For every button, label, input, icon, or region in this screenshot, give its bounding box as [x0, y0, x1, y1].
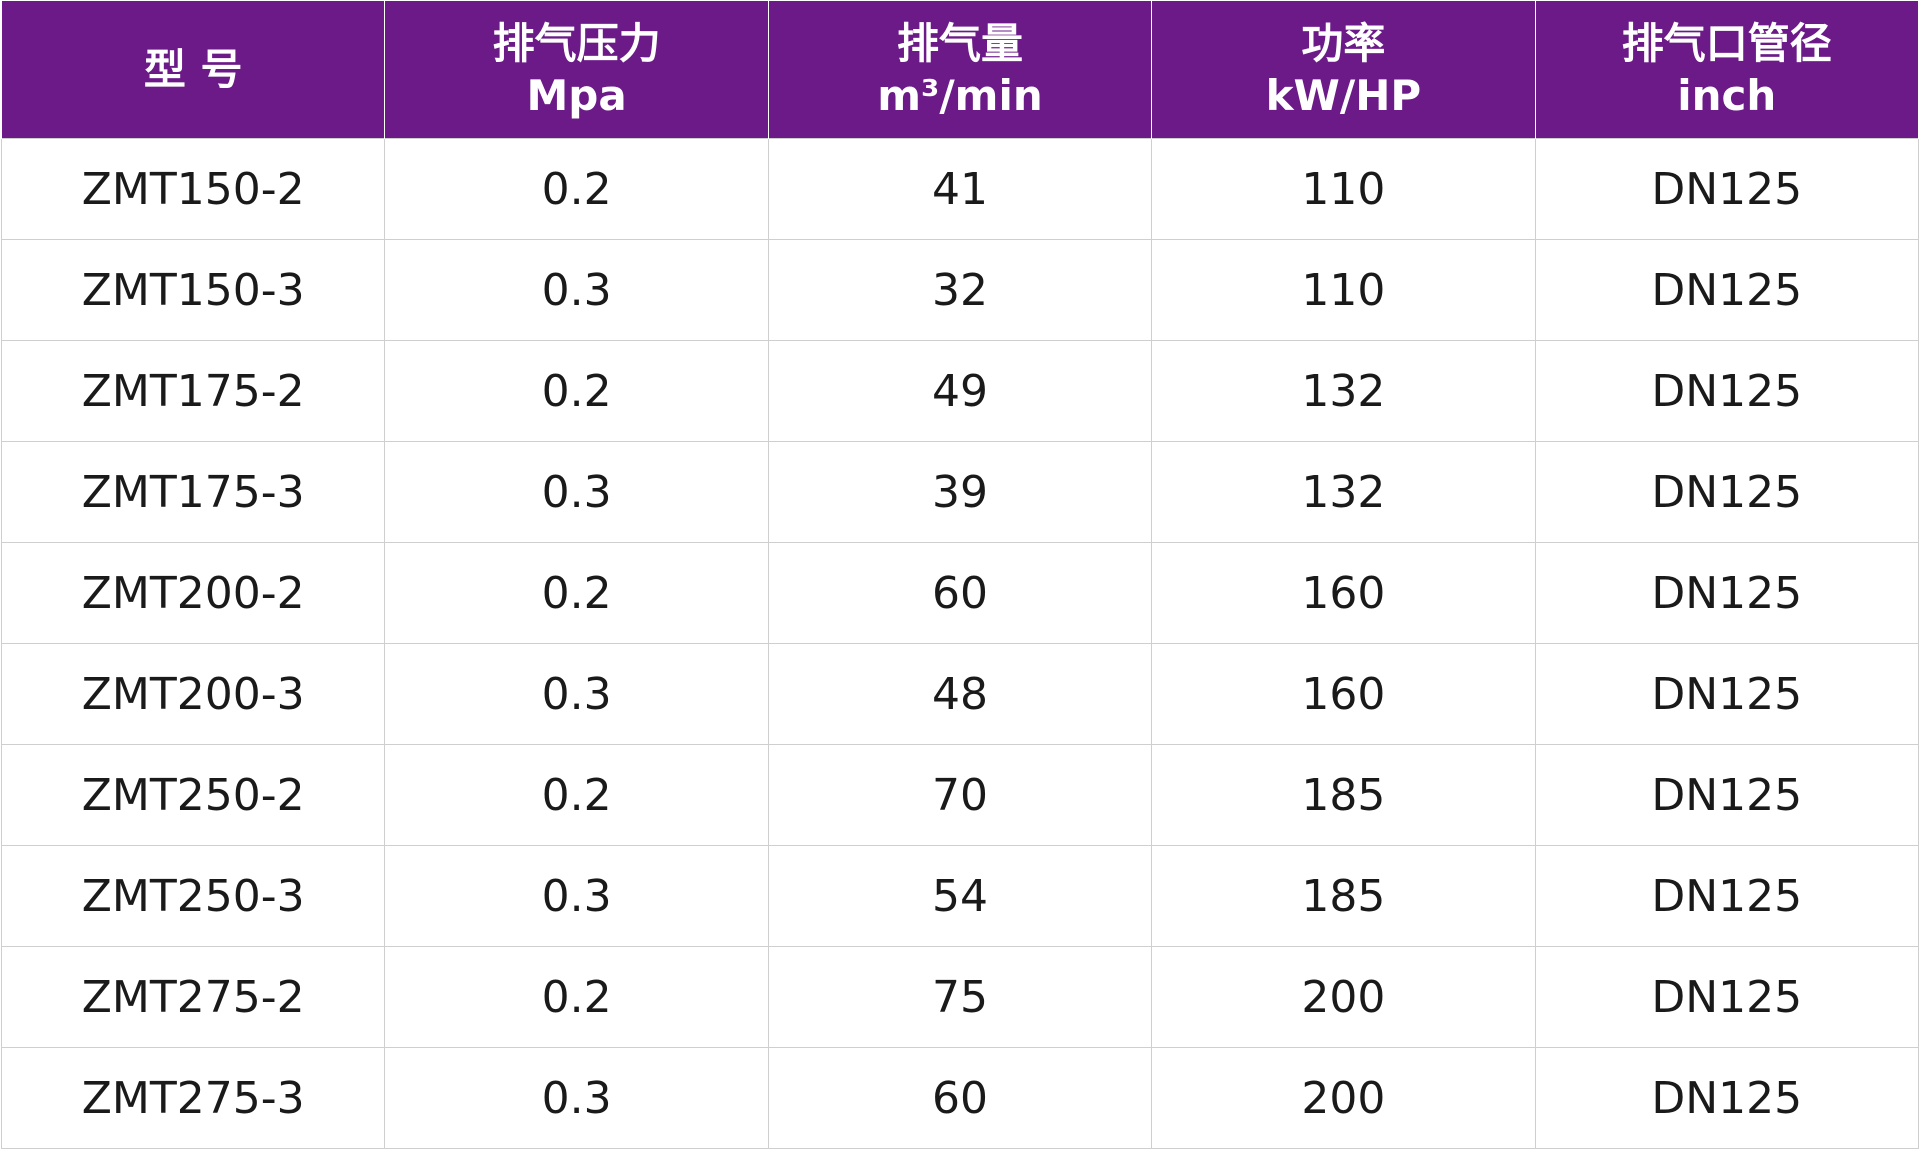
table-cell: 132	[1151, 441, 1536, 543]
header-text: kW/HP	[1265, 70, 1422, 120]
header-text: 排气口管径	[1621, 18, 1832, 68]
header-cell: 排气口管径 inch	[1534, 1, 1920, 139]
table-cell: 200	[1151, 1047, 1536, 1149]
table-cell: 200	[1151, 946, 1536, 1048]
table-cell: 0.2	[384, 542, 769, 644]
table-row: ZMT175-3 0.3 39 132 DN125	[0, 441, 1920, 543]
table-cell: 49	[767, 340, 1153, 442]
header-cell: 功率 kW/HP	[1151, 1, 1536, 139]
table-row: ZMT150-2 0.2 41 110 DN125	[0, 138, 1920, 240]
table-cell: 0.3	[384, 1047, 769, 1149]
table-row: ZMT175-2 0.2 49 132 DN125	[0, 340, 1920, 442]
table-cell: DN125	[1534, 946, 1920, 1048]
table-cell: 39	[767, 441, 1153, 543]
table-cell: 60	[767, 542, 1153, 644]
table-cell: 0.2	[384, 340, 769, 442]
header-cell: 型 号	[0, 1, 386, 139]
header-text: Mpa	[526, 70, 627, 120]
table-cell: DN125	[1534, 643, 1920, 745]
table-row: ZMT200-2 0.2 60 160 DN125	[0, 542, 1920, 644]
table-cell: ZMT200-2	[0, 542, 386, 644]
table-cell: 160	[1151, 542, 1536, 644]
table-cell: 0.3	[384, 643, 769, 745]
table-cell: DN125	[1534, 138, 1920, 240]
table-cell: ZMT175-2	[0, 340, 386, 442]
table-cell: 32	[767, 239, 1153, 341]
table-cell: 110	[1151, 239, 1536, 341]
table-cell: DN125	[1534, 542, 1920, 644]
table-cell: 0.2	[384, 946, 769, 1048]
table-cell: ZMT175-3	[0, 441, 386, 543]
table-cell: 70	[767, 744, 1153, 846]
table-cell: 0.2	[384, 138, 769, 240]
table-cell: 54	[767, 845, 1153, 947]
table-cell: 160	[1151, 643, 1536, 745]
header-text: 功率	[1301, 18, 1386, 68]
table-cell: 0.2	[384, 744, 769, 846]
table-cell: 60	[767, 1047, 1153, 1149]
table-body: ZMT150-2 0.2 41 110 DN125 ZMT150-3 0.3 32 110 DN1…	[0, 138, 1920, 1149]
table-cell: ZMT250-3	[0, 845, 386, 947]
table-cell: DN125	[1534, 744, 1920, 846]
table-cell: ZMT250-2	[0, 744, 386, 846]
table-cell: 110	[1151, 138, 1536, 240]
table-row: ZMT250-3 0.3 54 185 DN125	[0, 845, 1920, 947]
table-cell: 185	[1151, 845, 1536, 947]
table-cell: DN125	[1534, 845, 1920, 947]
table-row: ZMT200-3 0.3 48 160 DN125	[0, 643, 1920, 745]
table-cell: ZMT150-3	[0, 239, 386, 341]
table-row: ZMT275-3 0.3 60 200 DN125	[0, 1047, 1920, 1149]
table-cell: 48	[767, 643, 1153, 745]
table-row: ZMT150-3 0.3 32 110 DN125	[0, 239, 1920, 341]
header-text: m³/min	[877, 70, 1043, 120]
table-cell: 0.3	[384, 441, 769, 543]
table-cell: 75	[767, 946, 1153, 1048]
table-cell: DN125	[1534, 1047, 1920, 1149]
header-text: 型 号	[143, 44, 243, 94]
table-cell: DN125	[1534, 441, 1920, 543]
header-cell: 排气量 m³/min	[767, 1, 1153, 139]
table-cell: DN125	[1534, 239, 1920, 341]
table-cell: ZMT275-2	[0, 946, 386, 1048]
header-row: 型 号排气压力 Mpa 排气量 m³/min 功率 kW/HP 排气口管径 inch	[0, 1, 1920, 139]
table-cell: 185	[1151, 744, 1536, 846]
table-cell: 41	[767, 138, 1153, 240]
header-text: 排气压力	[492, 18, 661, 68]
table-cell: 0.3	[384, 845, 769, 947]
header-text: inch	[1677, 70, 1777, 120]
table-row: ZMT275-2 0.2 75 200 DN125	[0, 946, 1920, 1048]
table-cell: 132	[1151, 340, 1536, 442]
header-cell: 排气压力 Mpa	[384, 1, 769, 139]
table-row: ZMT250-2 0.2 70 185 DN125	[0, 744, 1920, 846]
table-cell: ZMT275-3	[0, 1047, 386, 1149]
header-text: 排气量	[896, 18, 1023, 68]
table-cell: DN125	[1534, 340, 1920, 442]
table-cell: 0.3	[384, 239, 769, 341]
table-cell: ZMT150-2	[0, 138, 386, 240]
table-cell: ZMT200-3	[0, 643, 386, 745]
